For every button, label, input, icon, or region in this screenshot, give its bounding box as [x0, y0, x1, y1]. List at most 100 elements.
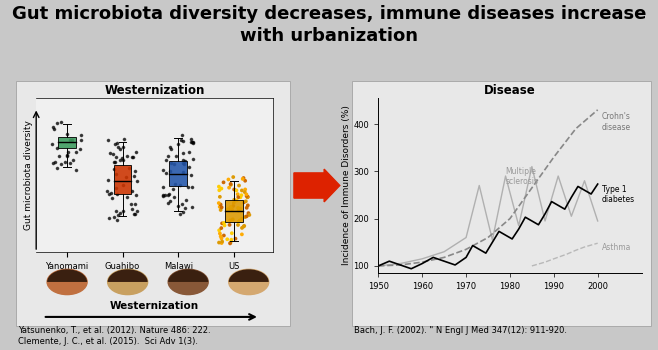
Point	[109, 159, 119, 165]
Point	[243, 203, 253, 208]
Point	[215, 194, 225, 199]
Point	[227, 207, 238, 212]
Point	[224, 185, 234, 190]
Point	[107, 195, 117, 201]
Point	[228, 203, 238, 209]
Point	[163, 200, 173, 206]
Point	[230, 236, 241, 241]
Point	[166, 146, 177, 152]
Point	[65, 160, 76, 166]
Point	[52, 120, 63, 125]
Point	[186, 139, 197, 145]
Point	[239, 223, 249, 229]
Point	[130, 211, 140, 217]
Point	[64, 138, 75, 143]
Point	[240, 214, 251, 220]
Text: Type 1
diabetes: Type 1 diabetes	[602, 184, 635, 204]
Point	[56, 161, 66, 167]
Point	[52, 145, 63, 150]
Point	[130, 201, 140, 207]
Point	[114, 146, 125, 152]
Point	[215, 202, 226, 207]
Point	[61, 153, 72, 158]
Point	[187, 204, 197, 210]
Point	[214, 188, 224, 193]
Point	[111, 171, 122, 177]
Point	[234, 219, 244, 225]
Point	[243, 210, 254, 216]
Circle shape	[108, 270, 147, 295]
Bar	[114, 166, 132, 194]
Point	[127, 154, 138, 160]
Point	[214, 200, 224, 206]
Point	[118, 208, 128, 213]
Point	[229, 187, 240, 192]
Point	[241, 214, 252, 219]
Bar	[169, 161, 188, 186]
Point	[62, 131, 72, 136]
Point	[234, 218, 245, 223]
Y-axis label: Gut microbiota diversity: Gut microbiota diversity	[24, 120, 34, 230]
Point	[228, 200, 239, 206]
Point	[226, 182, 236, 188]
Point	[176, 137, 186, 143]
Point	[242, 195, 253, 200]
Point	[122, 154, 132, 159]
Point	[243, 194, 253, 199]
Title: Disease: Disease	[484, 84, 536, 97]
Circle shape	[229, 270, 268, 295]
Point	[186, 184, 197, 189]
Point	[74, 146, 85, 152]
Point	[169, 194, 180, 199]
Point	[113, 145, 124, 150]
Point	[103, 177, 113, 182]
Y-axis label: Incidence of Immune Disorders (%): Incidence of Immune Disorders (%)	[342, 106, 351, 265]
Point	[222, 237, 232, 242]
Wedge shape	[229, 270, 268, 282]
Point	[214, 240, 224, 245]
Point	[128, 211, 139, 217]
Point	[188, 139, 198, 145]
Circle shape	[47, 270, 87, 295]
Point	[131, 149, 141, 155]
Point	[175, 211, 186, 216]
Point	[214, 184, 224, 189]
Point	[164, 169, 175, 174]
Point	[111, 154, 121, 160]
Point	[104, 191, 114, 196]
Point	[170, 181, 180, 186]
Point	[161, 158, 171, 163]
Point	[164, 191, 174, 197]
Point	[186, 136, 196, 142]
Point	[188, 139, 198, 145]
Point	[173, 141, 184, 147]
Point	[49, 126, 60, 131]
Point	[113, 212, 123, 218]
Point	[244, 212, 255, 218]
Point	[66, 137, 77, 142]
Point	[103, 216, 114, 221]
Point	[120, 174, 131, 180]
Point	[176, 132, 187, 138]
Point	[178, 161, 188, 166]
Point	[239, 199, 249, 205]
Point	[118, 144, 128, 149]
Point	[179, 161, 190, 166]
Point	[238, 224, 249, 229]
Point	[117, 155, 128, 160]
Point	[216, 220, 227, 226]
Point	[233, 208, 243, 213]
Point	[55, 119, 66, 124]
Point	[163, 193, 174, 198]
Point	[241, 205, 252, 211]
Point	[218, 220, 229, 226]
Point	[178, 138, 188, 144]
Point	[158, 167, 168, 173]
Point	[103, 138, 113, 143]
Point	[71, 167, 82, 173]
Point	[237, 188, 247, 193]
Point	[130, 168, 141, 174]
Text: Asthma: Asthma	[602, 243, 632, 252]
Point	[124, 165, 134, 170]
Circle shape	[168, 270, 208, 295]
